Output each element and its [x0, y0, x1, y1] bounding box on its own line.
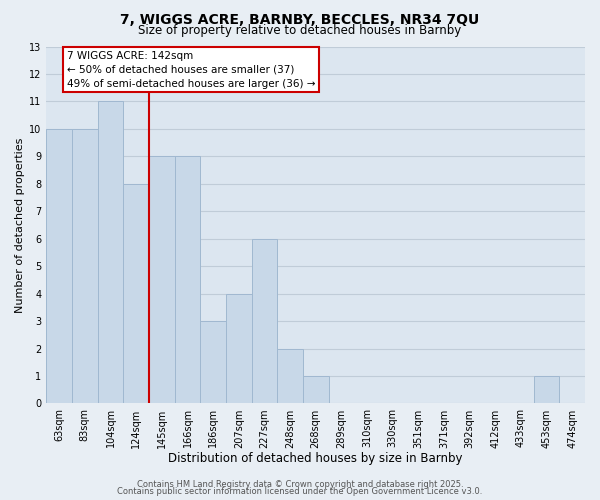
- Bar: [277, 348, 303, 404]
- Text: Contains HM Land Registry data © Crown copyright and database right 2025.: Contains HM Land Registry data © Crown c…: [137, 480, 463, 489]
- Bar: [98, 102, 124, 404]
- X-axis label: Distribution of detached houses by size in Barnby: Distribution of detached houses by size …: [169, 452, 463, 465]
- Text: 7 WIGGS ACRE: 142sqm
← 50% of detached houses are smaller (37)
49% of semi-detac: 7 WIGGS ACRE: 142sqm ← 50% of detached h…: [67, 50, 316, 88]
- Bar: [124, 184, 149, 404]
- Bar: [226, 294, 251, 404]
- Text: Contains public sector information licensed under the Open Government Licence v3: Contains public sector information licen…: [118, 487, 482, 496]
- Y-axis label: Number of detached properties: Number of detached properties: [15, 138, 25, 312]
- Bar: [200, 321, 226, 404]
- Bar: [534, 376, 559, 404]
- Bar: [251, 238, 277, 404]
- Bar: [303, 376, 329, 404]
- Text: Size of property relative to detached houses in Barnby: Size of property relative to detached ho…: [139, 24, 461, 37]
- Bar: [175, 156, 200, 404]
- Bar: [72, 129, 98, 404]
- Text: 7, WIGGS ACRE, BARNBY, BECCLES, NR34 7QU: 7, WIGGS ACRE, BARNBY, BECCLES, NR34 7QU: [121, 12, 479, 26]
- Bar: [149, 156, 175, 404]
- Bar: [46, 129, 72, 404]
